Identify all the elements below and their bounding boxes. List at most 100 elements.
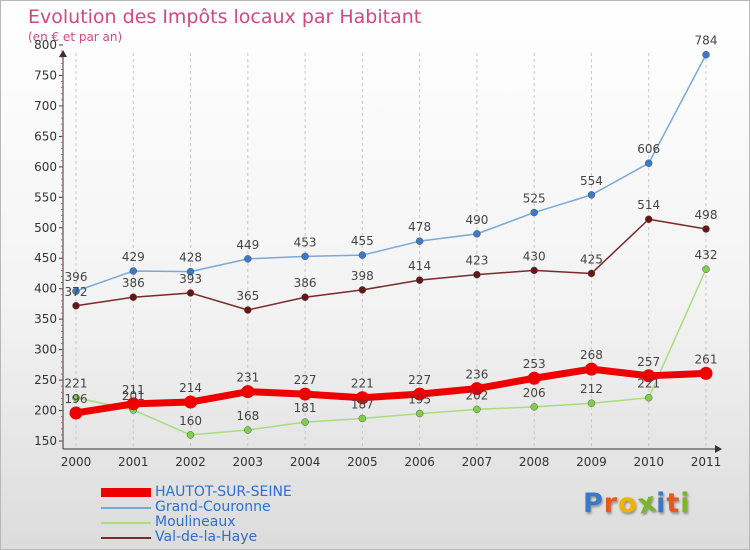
data-label-val-de-la-haye: 414 — [408, 259, 431, 273]
data-label-val-de-la-haye: 498 — [695, 208, 718, 222]
data-point-grand-couronne — [244, 255, 252, 263]
data-point-grand-couronne — [358, 251, 367, 259]
x-tick-label: 2007 — [462, 455, 493, 469]
x-tick-label: 2011 — [691, 455, 722, 469]
data-point-hautot-sur-seine — [69, 406, 83, 420]
logo-letter: o — [618, 488, 638, 519]
grid — [75, 53, 707, 449]
data-label-grand-couronne: 429 — [122, 250, 145, 264]
x-tick-label: 2010 — [633, 455, 664, 469]
data-label-hautot-sur-seine: 227 — [294, 373, 317, 387]
data-label-val-de-la-haye: 372 — [65, 285, 88, 299]
data-point-moulineaux — [702, 265, 710, 273]
series-line-moulineaux — [75, 268, 707, 436]
data-point-grand-couronne — [473, 230, 481, 238]
data-point-val-de-la-haye — [72, 302, 80, 310]
data-label-val-de-la-haye: 430 — [523, 249, 546, 263]
chart-subtitle: (en € et par an) — [28, 30, 123, 44]
data-point-hautot-sur-seine — [355, 391, 369, 405]
data-point-grand-couronne — [702, 50, 710, 59]
axes: 2000 2001 2002 2003 2004 2005 2006 2007 2008 2009… — [34, 38, 722, 469]
data-label-grand-couronne: 490 — [465, 213, 488, 227]
legend-swatch-grand-couronne — [101, 507, 151, 509]
data-point-hautot-sur-seine — [642, 369, 656, 383]
data-label-grand-couronne: 784 — [695, 34, 718, 48]
y-tick-label: 650 — [34, 129, 57, 143]
y-tick-label: 150 — [34, 434, 57, 448]
y-tick-label: 700 — [34, 99, 57, 113]
x-axis-arrow — [715, 445, 722, 453]
legend-swatch-hautot — [101, 488, 151, 497]
data-point-hautot-sur-seine — [413, 387, 427, 401]
data-label-val-de-la-haye: 425 — [580, 252, 603, 266]
y-tick-label: 750 — [34, 68, 57, 82]
data-point-moulineaux — [301, 418, 309, 426]
data-label-grand-couronne: 606 — [637, 142, 660, 156]
legend-label-hautot: HAUTOT-SUR-SEINE — [155, 484, 292, 500]
y-tick-label: 300 — [34, 343, 57, 357]
data-label-moulineaux: 212 — [580, 382, 603, 396]
y-tick-label: 400 — [34, 282, 57, 296]
data-point-moulineaux — [186, 431, 195, 439]
data-label-moulineaux: 202 — [465, 388, 488, 402]
data-point-hautot-sur-seine — [298, 387, 312, 401]
legend-swatch-val-de-la-haye — [101, 537, 151, 539]
series-line-val-de-la-haye — [75, 218, 707, 311]
data-point-val-de-la-haye — [644, 215, 653, 223]
data-label-moulineaux: 221 — [637, 377, 660, 391]
data-label-hautot-sur-seine: 231 — [236, 371, 259, 385]
proxiti-logo: Proxiti — [583, 486, 691, 520]
data-point-moulineaux — [644, 393, 653, 402]
data-label-hautot-sur-seine: 221 — [351, 377, 374, 391]
data-label-grand-couronne: 525 — [523, 192, 546, 206]
data-point-grand-couronne — [644, 159, 653, 167]
data-label-hautot-sur-seine: 261 — [695, 352, 718, 366]
logo-letter: i — [680, 488, 691, 519]
legend-label-grand-couronne: Grand-Couronne — [155, 499, 271, 515]
data-label-moulineaux: 221 — [65, 377, 88, 391]
logo-letter: r — [603, 488, 619, 519]
x-tick-label: 2000 — [61, 455, 92, 469]
data-label-val-de-la-haye: 423 — [465, 254, 488, 268]
data-point-hautot-sur-seine — [470, 382, 484, 396]
x-tick-label: 2001 — [118, 455, 149, 469]
data-label-val-de-la-haye: 365 — [236, 289, 259, 303]
data-label-val-de-la-haye: 386 — [122, 276, 145, 290]
data-point-moulineaux — [473, 405, 481, 414]
data-label-hautot-sur-seine: 253 — [523, 357, 546, 371]
data-label-moulineaux: 160 — [179, 414, 202, 428]
x-tick-label: 2003 — [233, 455, 264, 469]
data-point-moulineaux — [530, 403, 538, 411]
x-tick-label: 2002 — [175, 455, 206, 469]
y-tick-label: 250 — [34, 373, 57, 387]
data-point-val-de-la-haye — [244, 306, 252, 314]
data-label-moulineaux: 206 — [523, 386, 546, 400]
logo-letter: i — [656, 488, 667, 519]
data-label-hautot-sur-seine: 196 — [65, 392, 88, 406]
y-tick-label: 550 — [34, 190, 57, 204]
data-label-grand-couronne: 396 — [65, 270, 88, 284]
data-point-hautot-sur-seine — [184, 395, 198, 409]
data-point-grand-couronne — [301, 252, 309, 261]
data-label-hautot-sur-seine: 227 — [408, 373, 431, 387]
legend-label-val-de-la-haye: Val-de-la-Haye — [155, 529, 258, 545]
line-chart: 2000 2001 2002 2003 2004 2005 2006 2007 2008 2009… — [34, 34, 722, 469]
data-point-val-de-la-haye — [358, 286, 367, 294]
y-tick-label: 200 — [34, 404, 57, 418]
data-point-val-de-la-haye — [587, 269, 596, 278]
y-tick-label: 600 — [34, 160, 57, 174]
data-label-moulineaux: 187 — [351, 397, 374, 411]
logo-letter: t — [666, 488, 681, 519]
data-point-val-de-la-haye — [530, 266, 538, 275]
data-label-val-de-la-haye: 393 — [179, 272, 202, 286]
x-tick-label: 2008 — [519, 455, 550, 469]
y-tick-label: 450 — [34, 251, 57, 265]
data-label-grand-couronne: 455 — [351, 234, 374, 248]
data-label-moulineaux: 181 — [294, 401, 317, 415]
data-point-hautot-sur-seine — [699, 366, 713, 380]
data-point-grand-couronne — [72, 287, 80, 295]
chart-title: Evolution des Impôts locaux par Habitant — [28, 6, 422, 28]
data-point-moulineaux — [415, 409, 424, 418]
data-point-grand-couronne — [530, 208, 538, 217]
